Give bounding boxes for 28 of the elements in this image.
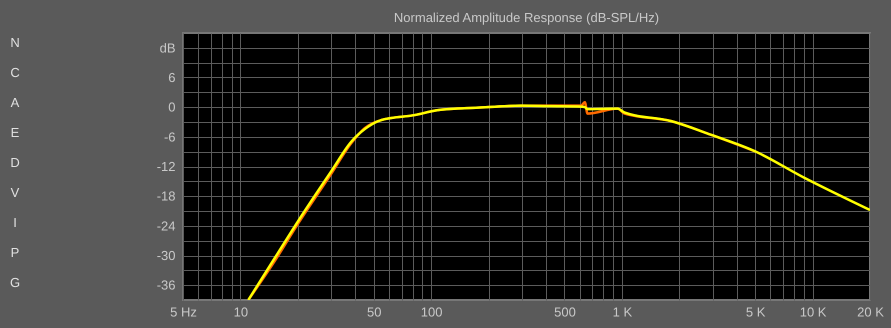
- y-tick-label: -24: [156, 218, 176, 234]
- y-tick-label: -36: [156, 278, 176, 293]
- chart-title: Normalized Amplitude Response (dB-SPL/Hz): [394, 10, 660, 25]
- x-tick-label: 10 K: [800, 304, 827, 320]
- y-tick-label: -6: [164, 129, 176, 144]
- text: G: [10, 275, 20, 290]
- text: P: [10, 245, 20, 260]
- text: I: [13, 215, 17, 230]
- y-tick-label: -30: [156, 248, 176, 263]
- y-tick-label: dB: [160, 40, 176, 56]
- y-tick-label: 0: [168, 100, 176, 115]
- x-tick-label: 10: [234, 304, 248, 320]
- text: C: [10, 65, 20, 80]
- text: V: [10, 185, 20, 200]
- x-tick-label: 1 K: [612, 304, 632, 320]
- x-tick-label: 500: [554, 304, 576, 320]
- y-tick-label: -18: [156, 188, 176, 204]
- text: A: [10, 95, 20, 110]
- y-tick-label: 6: [168, 70, 176, 85]
- x-tick-label: 50: [366, 304, 382, 320]
- text: D: [10, 155, 20, 170]
- text: N: [10, 35, 20, 50]
- y-tick-label: -12: [156, 159, 176, 174]
- x-tick-label: 5 K: [746, 304, 766, 320]
- text: E: [10, 125, 20, 140]
- x-tick-label: 20 K: [857, 304, 884, 320]
- x-tick-label: 100: [420, 304, 442, 320]
- x-tick-label: 5 Hz: [170, 304, 197, 320]
